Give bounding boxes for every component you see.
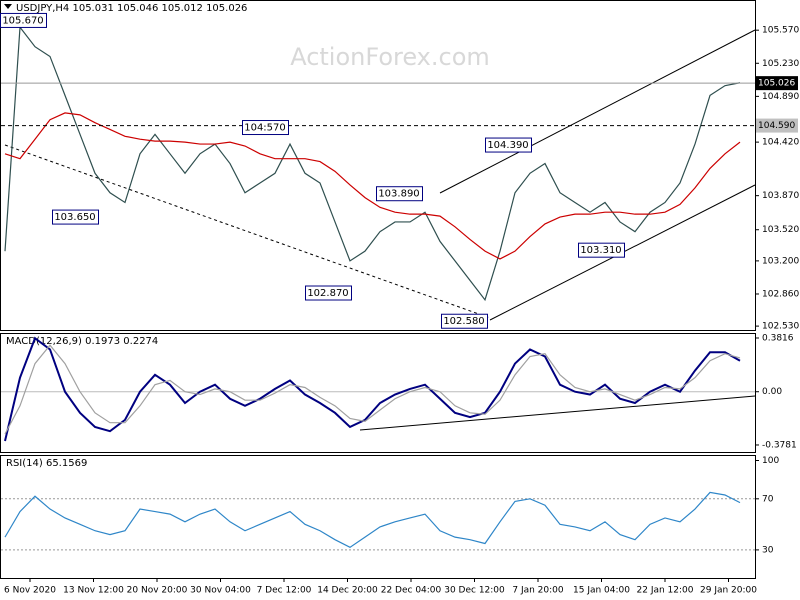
- annotation-label: 103.310: [580, 245, 621, 256]
- annotation-label: 105.670: [2, 15, 43, 26]
- price-label-box: [756, 76, 798, 91]
- macd-trend-line: [359, 395, 756, 431]
- level-label: 104.590: [758, 121, 795, 131]
- annotation-label: 104:570: [244, 123, 286, 134]
- annotation-box: [376, 186, 423, 202]
- annotation-label: 103.650: [54, 212, 95, 223]
- x-tick-label: 15 Jan 04:00: [573, 586, 630, 596]
- x-tick-label: 7 Dec 12:00: [257, 586, 312, 596]
- level-label-box: [756, 118, 798, 133]
- x-tick-label: 20 Nov 20:00: [127, 586, 188, 596]
- x-tick-label: 13 Nov 12:00: [63, 586, 124, 596]
- annotation-box: [485, 137, 532, 153]
- macd-frame: [0, 333, 756, 453]
- annotation-box: [0, 12, 47, 28]
- y-tick-label: 105.570: [762, 26, 799, 36]
- annotation-box: [578, 242, 625, 258]
- channel-line: [439, 29, 756, 194]
- header: USDJPY,H4 105.031 105.046 105.012 105.02…: [16, 3, 247, 14]
- y-tick-label: 103.200: [762, 256, 799, 266]
- x-tick-label: 30 Dec 12:00: [444, 586, 505, 596]
- annotation-box: [441, 313, 488, 329]
- y-tick-label: 103.870: [762, 191, 799, 201]
- series-line: [4, 25, 741, 302]
- series-line: [4, 112, 741, 260]
- annotation-box: [242, 120, 289, 136]
- annotation-label: 102.870: [307, 288, 348, 299]
- annotation-label: 103.890: [378, 189, 419, 200]
- series-line: [4, 336, 741, 442]
- rsi-title: RSI(14) 65.1569: [6, 458, 87, 469]
- annotation-label: 102.580: [443, 316, 484, 327]
- x-tick-label: 30 Nov 04:00: [190, 586, 251, 596]
- series-line: [4, 491, 741, 549]
- rsi-frame: [0, 455, 756, 579]
- x-tick-label: 7 Jan 20:00: [512, 586, 564, 596]
- price-frame: [0, 0, 756, 331]
- y-tick-label: 104.420: [762, 138, 799, 148]
- y-tick-label: 0.3816: [762, 333, 794, 343]
- x-tick-label: 14 Dec 20:00: [317, 586, 378, 596]
- x-tick-label: 22 Dec 04:00: [381, 586, 442, 596]
- y-tick-label: 103.520: [762, 225, 799, 235]
- series-line: [4, 344, 741, 435]
- trend-line: [4, 144, 491, 319]
- x-tick-label: 6 Nov 2020: [4, 586, 56, 596]
- annotation-box: [305, 285, 352, 301]
- y-tick-label: 104.890: [762, 92, 799, 102]
- y-tick-label: 102.860: [762, 289, 799, 299]
- y-tick-label: 30: [762, 545, 774, 555]
- y-tick-label: 102.530: [762, 322, 799, 332]
- y-tick-label: 100: [762, 456, 779, 466]
- annotation-label: 104.390: [487, 140, 528, 151]
- y-tick-label: 70: [762, 494, 774, 504]
- y-tick-label: -0.3781: [762, 440, 797, 450]
- macd-title: MACD(12,26,9) 0.1973 0.2274: [6, 336, 158, 347]
- x-tick-label: 29 Jan 20:00: [700, 586, 757, 596]
- x-tick-label: 22 Jan 12:00: [637, 586, 694, 596]
- annotation-box: [52, 209, 99, 225]
- menu-arrow: [4, 4, 12, 9]
- y-tick-label: 0.00: [762, 387, 782, 397]
- watermark: ActionForex.com: [290, 43, 490, 71]
- price-label: 105.026: [758, 79, 795, 89]
- y-tick-label: 105.230: [762, 59, 799, 69]
